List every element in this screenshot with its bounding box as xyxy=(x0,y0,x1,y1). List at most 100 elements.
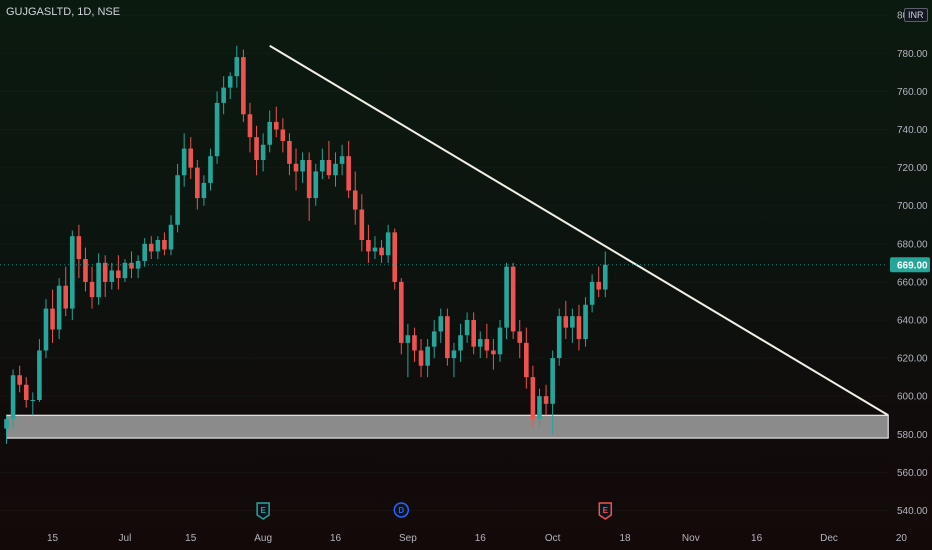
candle-body xyxy=(122,262,128,279)
candle-body xyxy=(550,358,555,404)
candle-body xyxy=(116,270,121,279)
event-marker-e_up[interactable]: E xyxy=(256,502,270,520)
candle-body xyxy=(537,396,542,420)
candle-body xyxy=(366,240,371,252)
candle-body xyxy=(491,350,496,355)
candle-body xyxy=(510,266,516,332)
time-tick-label: 16 xyxy=(330,533,342,544)
candle-body xyxy=(530,377,536,420)
candle-body xyxy=(23,384,29,400)
price-tick-label: 760.00 xyxy=(897,87,928,98)
candle-body xyxy=(181,148,187,176)
event-marker-earnings[interactable]: E xyxy=(598,502,613,520)
candle-body xyxy=(43,308,49,351)
candle-body xyxy=(37,350,42,400)
candle-body xyxy=(438,316,444,332)
candle-body xyxy=(359,209,365,240)
candle-body xyxy=(517,331,523,343)
candle-body xyxy=(89,281,95,298)
last-price-tag[interactable] xyxy=(890,257,930,273)
time-tick-label: 20 xyxy=(896,533,908,544)
candle-body xyxy=(352,190,358,210)
candle-body xyxy=(405,335,411,343)
candle-body xyxy=(148,243,154,252)
price-tick-label: 600.00 xyxy=(897,392,928,403)
time-tick-label: Sep xyxy=(399,533,417,544)
candle-body xyxy=(589,281,595,305)
candle-body xyxy=(227,76,233,88)
candle-body xyxy=(563,316,569,328)
price-axis[interactable]: 800.00780.00760.00740.00720.00700.00680.… xyxy=(888,0,932,550)
trendline[interactable] xyxy=(269,44,889,417)
candle-body xyxy=(70,236,75,309)
candle-body xyxy=(326,160,332,176)
event-badge xyxy=(598,502,613,520)
support-zone xyxy=(6,414,889,439)
candle-body xyxy=(372,247,378,252)
time-axis[interactable]: 15 Jul 15 Aug 16 Sep 16 Oct 18 Nov 16 Dec 20 xyxy=(47,533,907,544)
candle-body xyxy=(155,240,161,252)
candle-body xyxy=(300,160,305,172)
price-tick-label: 680.00 xyxy=(897,239,928,250)
price-tick-label: 720.00 xyxy=(897,163,928,174)
candle-body xyxy=(30,400,36,401)
candle-body xyxy=(260,144,266,160)
candle-body xyxy=(445,316,450,359)
candle-body xyxy=(556,316,562,359)
candle-body xyxy=(484,339,490,351)
candle-body xyxy=(418,350,424,366)
price-tick-label: 700.00 xyxy=(897,201,928,212)
candle-body xyxy=(63,285,69,309)
candle-body xyxy=(254,137,259,160)
candle-body xyxy=(96,262,101,298)
candle-body xyxy=(56,285,62,330)
candle-body xyxy=(497,327,503,355)
event-badge xyxy=(256,502,270,520)
candle-body xyxy=(570,316,575,328)
candle-body xyxy=(602,264,608,290)
candle-body xyxy=(109,270,115,282)
candle-body xyxy=(339,156,345,164)
price-tick-label: 540.00 xyxy=(897,506,928,517)
candle-body xyxy=(504,266,509,328)
price-tick-label: 660.00 xyxy=(897,277,928,288)
candle-body xyxy=(175,175,180,225)
price-tick-label: 640.00 xyxy=(897,316,928,327)
candle-body xyxy=(287,140,292,164)
time-tick-label: 18 xyxy=(619,533,631,544)
candle-body xyxy=(320,160,325,172)
currency-badge[interactable]: INR xyxy=(904,8,928,22)
candle-body xyxy=(477,339,483,347)
candle-body xyxy=(333,163,338,176)
symbol-title: GUJGASLTD, 1D, NSE xyxy=(6,6,121,18)
candle-body xyxy=(385,232,391,256)
candle-body xyxy=(129,262,134,269)
candle-body xyxy=(306,160,312,199)
candle-body xyxy=(425,346,430,366)
candle-body xyxy=(451,350,457,359)
candle-body xyxy=(596,281,601,290)
candle-body xyxy=(313,171,319,199)
trendline-segment[interactable] xyxy=(269,44,889,417)
candle-body xyxy=(50,308,55,330)
candlestick-series xyxy=(4,45,608,444)
candle-body xyxy=(201,182,207,199)
candle-body xyxy=(293,163,299,172)
candle-body xyxy=(576,316,582,340)
event-marker-dividend[interactable]: D xyxy=(393,502,410,518)
event-letter: E xyxy=(603,506,609,515)
candle-body xyxy=(346,156,351,191)
time-tick-label: Oct xyxy=(545,533,561,544)
candle-body xyxy=(241,57,246,115)
candle-body xyxy=(10,375,16,420)
candle-body xyxy=(247,114,253,138)
candle-body xyxy=(399,281,404,343)
candle-body xyxy=(273,121,279,130)
candle-body xyxy=(583,304,588,340)
candle-body xyxy=(195,167,200,199)
candle-body xyxy=(102,262,108,282)
candle-body xyxy=(76,236,82,260)
candle-body xyxy=(142,243,147,261)
